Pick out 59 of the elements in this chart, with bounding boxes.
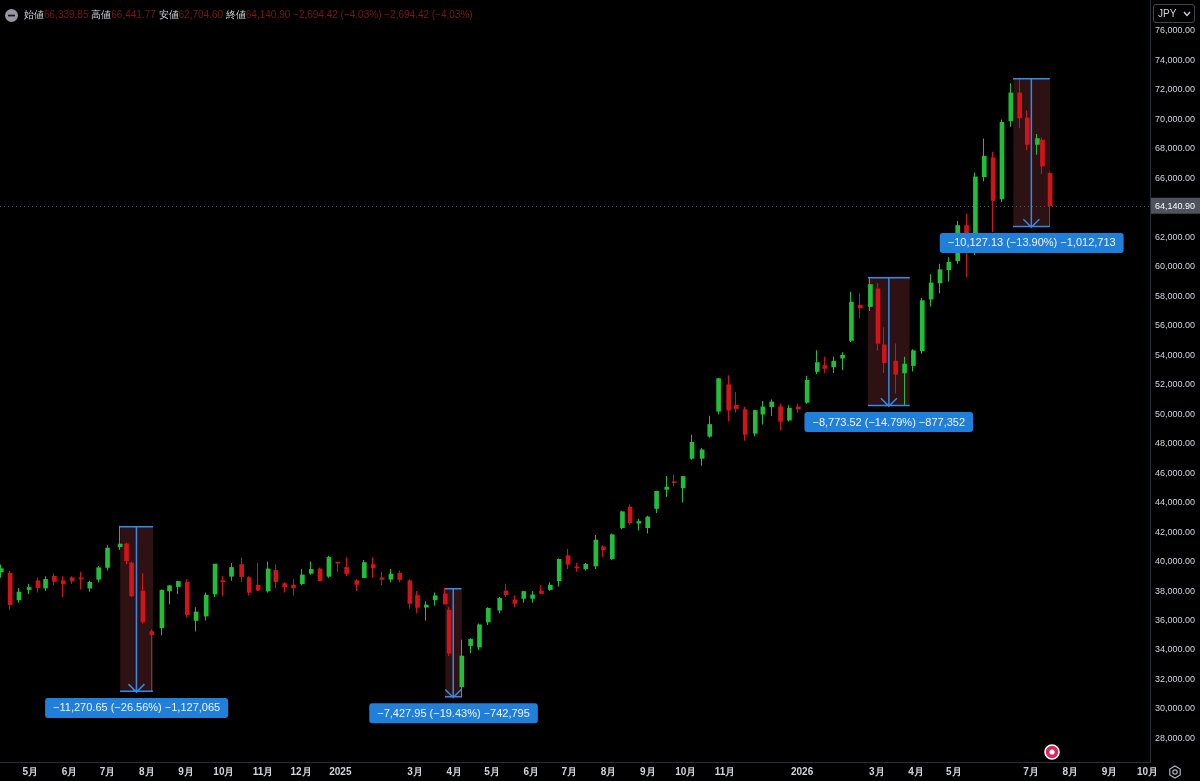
x-tick-label: 5月 (22, 765, 39, 777)
x-tick-label: 10月 (675, 765, 697, 777)
x-tick-label: 3月 (407, 765, 423, 777)
y-tick-label: 40,000.00 (1155, 556, 1196, 567)
candlestick (220, 576, 225, 597)
text: 始値66,339.85 高値66,441.77 安値62,704.60 終値64,140.90 −2,694.42 (−4.03%) −2,694.42 (−4.03%) (24, 9, 473, 20)
x-tick-label: 6月 (61, 765, 78, 777)
x-tick-label: 4月 (908, 765, 924, 777)
x-tick-label: 10月 (1136, 765, 1159, 777)
band-label: −8,773.52 (−14.79%) −877,352 (812, 415, 966, 428)
y-tick-label: 60,000.00 (1155, 261, 1196, 272)
x-tick-label: 12月 (290, 765, 312, 777)
x-tick-label: 10月 (213, 765, 235, 777)
y-tick-label: 46,000.00 (1155, 467, 1196, 478)
x-tick-label: 11月 (252, 765, 274, 777)
y-axis-title: JPY (1158, 8, 1177, 19)
y-tick-label: 52,000.00 (1155, 379, 1196, 390)
band-label: −10,127.13 (−13.90%) −1,012,713 (947, 236, 1116, 249)
x-tick-label: 9月 (1101, 765, 1118, 777)
y-tick-label: 54,000.00 (1155, 349, 1196, 360)
x-tick-label: 2025 (329, 765, 352, 777)
y-tick-label: 68,000.00 (1155, 143, 1196, 154)
x-tick-label: 8月 (138, 765, 155, 777)
ref-line-label: 64,140.90 (1155, 200, 1196, 211)
y-tick-label: 62,000.00 (1155, 231, 1196, 242)
x-tick-label: 5月 (946, 765, 962, 777)
y-tick-label: 70,000.00 (1155, 113, 1196, 124)
x-tick-label: 11月 (714, 765, 736, 777)
x-tick-label: 6月 (523, 765, 540, 777)
x-tick-label: 7月 (1023, 765, 1039, 777)
y-tick-label: 58,000.00 (1155, 290, 1196, 301)
y-tick-label: 36,000.00 (1155, 614, 1196, 625)
band-label: −7,427.95 (−19.43%) −742,795 (377, 706, 530, 719)
x-tick-label: 2026 (790, 765, 814, 777)
x-tick-label: 9月 (639, 765, 656, 777)
x-tick-label: 8月 (1062, 765, 1079, 777)
y-tick-label: 28,000.00 (1155, 732, 1196, 743)
y-tick-label: 34,000.00 (1155, 644, 1196, 655)
y-tick-label: 38,000.00 (1155, 585, 1196, 596)
y-tick-label: 30,000.00 (1155, 703, 1196, 714)
candlestick (149, 629, 155, 692)
y-tick-label: 48,000.00 (1155, 438, 1196, 449)
y-tick-label: 72,000.00 (1155, 84, 1196, 95)
x-tick-label: 7月 (99, 765, 116, 777)
x-tick-label: 5月 (484, 765, 500, 777)
x-tick-label: 7月 (561, 765, 578, 777)
y-tick-label: 32,000.00 (1155, 673, 1196, 684)
y-tick-label: 42,000.00 (1155, 526, 1196, 537)
x-tick-label: 8月 (600, 765, 617, 777)
y-tick-label: 66,000.00 (1155, 172, 1196, 183)
x-tick-label: 9月 (178, 765, 194, 777)
x-tick-label: 4月 (446, 765, 462, 777)
y-tick-label: 50,000.00 (1155, 408, 1196, 419)
band-label: −11,270.65 (−26.56%) −1,127,065 (53, 701, 221, 714)
y-tick-label: 76,000.00 (1155, 25, 1196, 36)
y-tick-label: 44,000.00 (1155, 497, 1196, 508)
x-tick-label: 3月 (868, 765, 885, 777)
y-tick-label: 56,000.00 (1155, 320, 1196, 331)
y-tick-label: 74,000.00 (1155, 54, 1196, 65)
